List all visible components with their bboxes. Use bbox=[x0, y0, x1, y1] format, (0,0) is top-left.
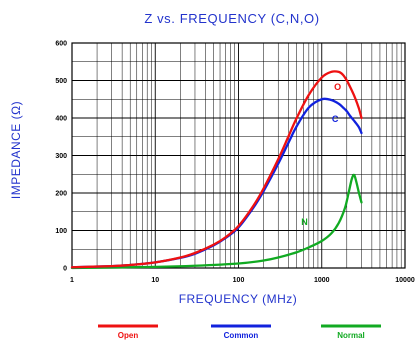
legend-label-open: Open bbox=[118, 331, 139, 340]
y-tick-label: 200 bbox=[55, 191, 67, 198]
series-label-open: O bbox=[334, 82, 341, 92]
x-axis-label: FREQUENCY (MHz) bbox=[179, 292, 298, 306]
series-curves bbox=[70, 70, 363, 270]
tick-labels: 1 10 100 1000 10000 0 100 200 300 400 500 600 bbox=[55, 41, 415, 285]
y-tick-label: 600 bbox=[55, 41, 67, 48]
series-labels: O C N bbox=[301, 82, 341, 227]
series-label-common: C bbox=[332, 114, 339, 124]
chart-title: Z vs. FREQUENCY (C,N,O) bbox=[144, 11, 319, 26]
legend-label-common: Common bbox=[224, 331, 259, 340]
series-line-normal bbox=[70, 173, 363, 270]
y-tick-label: 500 bbox=[55, 78, 67, 85]
plot-area bbox=[71, 42, 406, 269]
y-axis-label: IMPEDANCE (Ω) bbox=[9, 101, 23, 199]
series-line-open bbox=[70, 70, 363, 269]
y-tick-label: 400 bbox=[55, 116, 67, 123]
legend-label-normal: Normal bbox=[337, 331, 365, 340]
legend: Open Common Normal bbox=[98, 324, 381, 340]
x-tick-label: 10000 bbox=[395, 277, 415, 284]
x-tick-label: 1 bbox=[70, 277, 74, 284]
y-tick-label: 100 bbox=[55, 228, 67, 235]
series-label-normal: N bbox=[301, 217, 308, 227]
x-tick-label: 100 bbox=[233, 277, 245, 284]
grid bbox=[72, 43, 405, 268]
y-tick-label: 300 bbox=[55, 153, 67, 160]
x-tick-label: 1000 bbox=[314, 277, 330, 284]
x-tick-label: 10 bbox=[151, 277, 159, 284]
y-tick-label: 0 bbox=[63, 266, 67, 273]
